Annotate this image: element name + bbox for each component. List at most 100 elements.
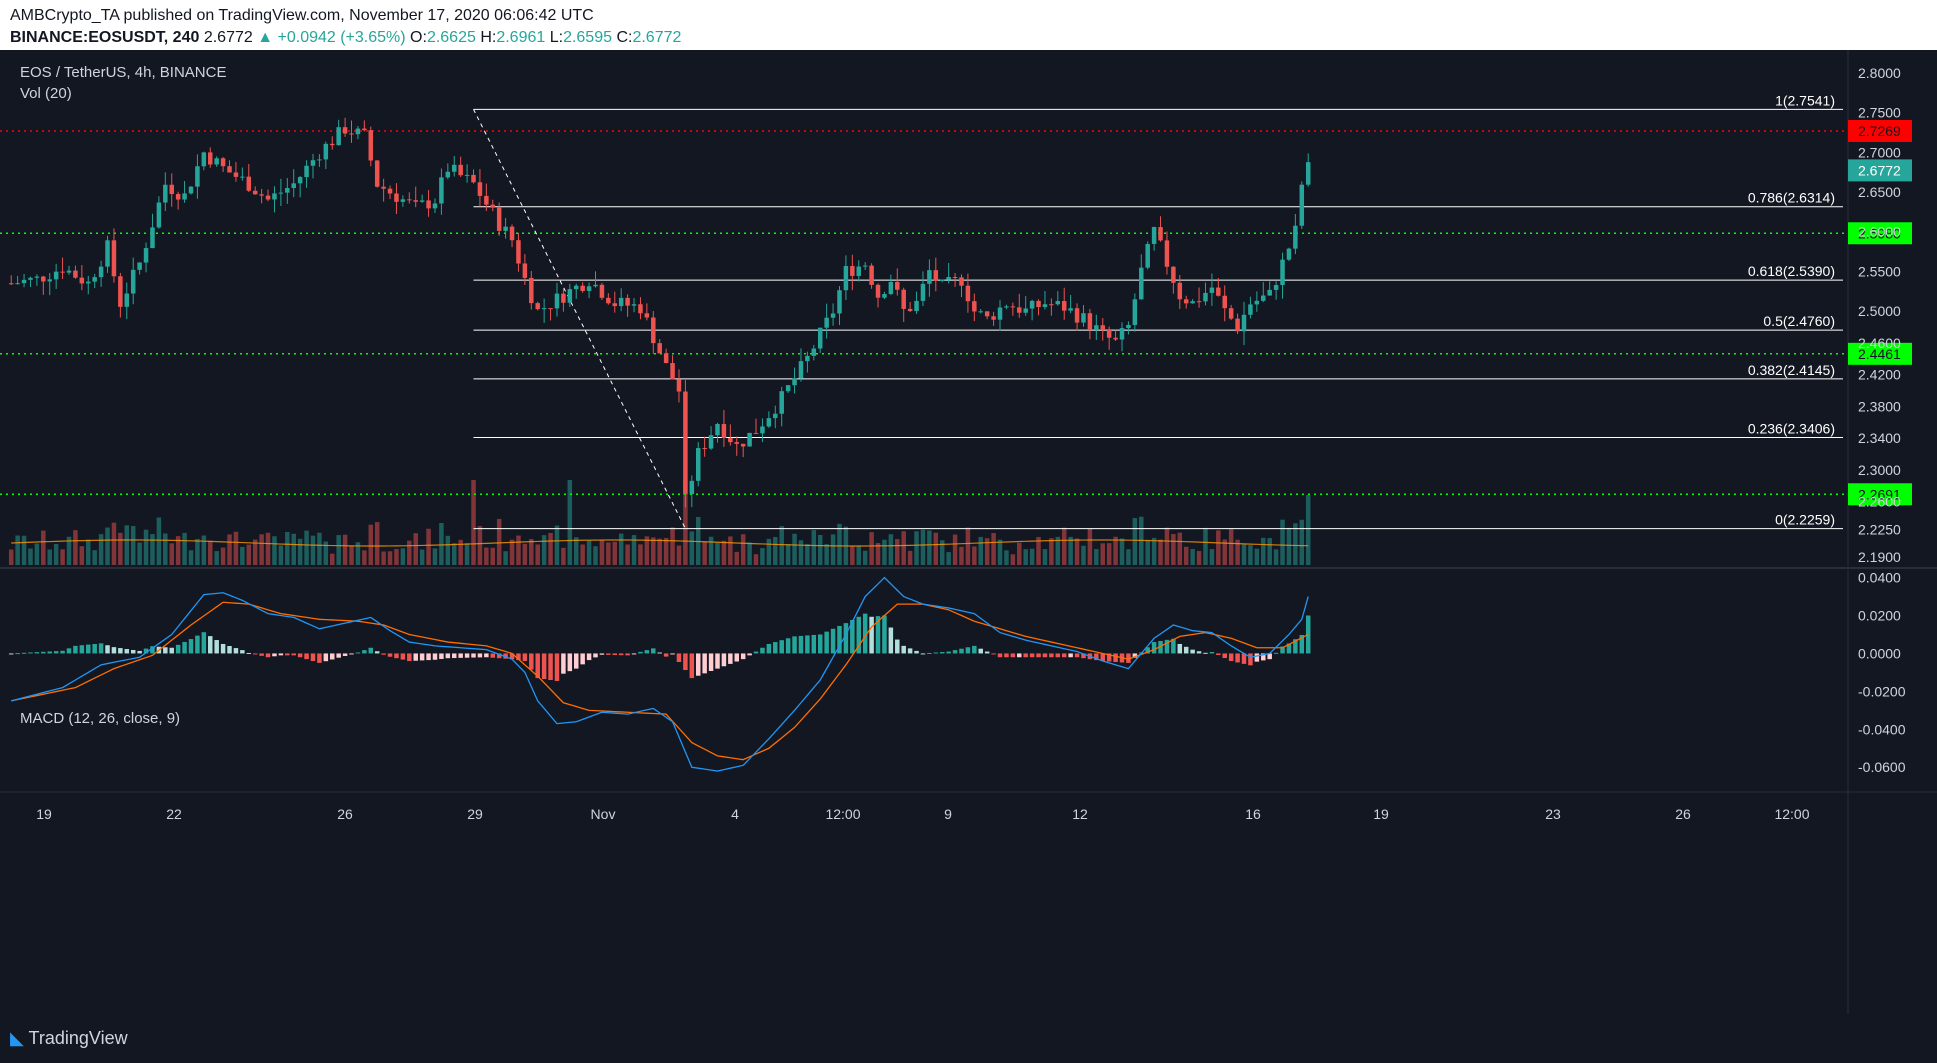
candle-body (567, 289, 573, 303)
chart-canvas[interactable]: 2.7269 2.5980 2.4461 2.2691 2.6772 1(2.7541)… (0, 50, 1937, 1014)
volume-bar (689, 531, 695, 565)
price-tick-label: 2.1900 (1858, 549, 1901, 565)
volume-bar (965, 527, 971, 565)
candle-body (169, 184, 174, 194)
macd-histogram-bar (1017, 653, 1022, 658)
candle-body (21, 279, 27, 284)
macd-histogram-bar (933, 652, 939, 654)
candle-body (34, 276, 40, 278)
macd-histogram-bar (625, 653, 630, 656)
volume-bar (573, 537, 579, 565)
candle-body (972, 301, 977, 312)
candle-body (1055, 301, 1061, 305)
macd-histogram-bar (1029, 653, 1035, 658)
candle-body (1286, 248, 1292, 260)
volume-bar (567, 480, 573, 565)
macd-histogram-bar (978, 648, 983, 654)
macd-histogram-bar (413, 653, 418, 661)
macd-histogram-bar (920, 653, 926, 655)
volume-bar (978, 536, 983, 565)
candle-body (1267, 289, 1272, 296)
candle-body (304, 165, 309, 178)
volume-bar (663, 537, 669, 565)
volume-bar (830, 534, 836, 565)
candle-body (586, 286, 592, 291)
macd-histogram-bar (740, 653, 746, 660)
volume-bar (490, 547, 496, 565)
time-tick-label: 29 (467, 806, 483, 822)
volume-bar (599, 539, 605, 565)
volume-bar (1267, 538, 1272, 565)
time-tick-label: 19 (1373, 806, 1389, 822)
macd-histogram-bar (567, 653, 573, 672)
candle-body (1209, 287, 1215, 293)
candle-body (1029, 300, 1035, 309)
macd-histogram-bar (227, 646, 232, 654)
candle-body (541, 308, 547, 310)
macd-histogram-bar (927, 652, 932, 654)
macd-histogram-bar (368, 647, 374, 654)
volume-bar (895, 539, 900, 565)
candle-body (657, 343, 662, 354)
volume-bar (98, 534, 104, 565)
candle-body (920, 283, 926, 301)
candle-body (747, 432, 752, 447)
candle-body (676, 379, 682, 392)
macd-histogram-bar (1055, 653, 1061, 658)
macd-histogram-bar (651, 648, 656, 654)
volume-bar (638, 544, 643, 565)
candle-body (407, 199, 412, 201)
volume-bar (8, 549, 14, 565)
volume-bar (400, 548, 406, 565)
grid (0, 50, 1937, 1014)
candle-body (631, 304, 637, 306)
macd-histogram-bar (233, 648, 239, 654)
macd-histogram-bar (28, 652, 33, 654)
open-value: 2.6625 (426, 29, 476, 46)
volume-bar (1036, 537, 1041, 565)
macd-histogram-bar (426, 653, 431, 661)
candle-body (1017, 307, 1022, 313)
price-tick-label: 2.3400 (1858, 430, 1901, 446)
volume-bar (1004, 550, 1009, 565)
candle-body (625, 297, 630, 306)
candle-body (79, 277, 85, 284)
macd-histogram-bar (824, 631, 829, 654)
volume-bar (1100, 543, 1105, 565)
volume-bar (952, 534, 958, 565)
macd-histogram-bar (811, 634, 817, 654)
volume-bar (927, 530, 932, 565)
volume-bar (1106, 543, 1112, 565)
volume-bar (336, 535, 341, 565)
volume-bar (1023, 549, 1028, 565)
candle-body (1087, 313, 1093, 330)
high-value: 2.6961 (496, 29, 546, 46)
volume-bar (458, 539, 463, 565)
macd-histogram-bar (702, 653, 707, 674)
candle-body (850, 266, 855, 276)
price-tick-label: 2.7500 (1858, 105, 1901, 121)
volume-bar (734, 551, 740, 565)
macd-histogram-bar (1010, 653, 1016, 658)
candle-body (593, 284, 598, 287)
volume-bar (740, 534, 746, 565)
candle-body (1068, 308, 1073, 311)
macd-histogram-bar (984, 651, 990, 654)
macd-histogram-bar (439, 653, 444, 659)
candle-body (862, 265, 868, 267)
volume-bar (586, 540, 592, 565)
volume-bar (28, 548, 33, 565)
candle-body (1171, 266, 1176, 283)
macd-histogram-bar (130, 649, 136, 654)
candle-body (1254, 300, 1260, 305)
macd-histogram-bar (342, 653, 348, 656)
candle-body (824, 317, 829, 328)
volume-bar (323, 541, 329, 565)
volume-bar (766, 538, 772, 565)
volume-bar (1248, 545, 1253, 565)
tradingview-logo[interactable]: ◣ TradingView (10, 1028, 128, 1049)
volume-bar (111, 522, 117, 565)
macd-histogram-bar (41, 651, 46, 654)
candle-body (15, 283, 20, 285)
volume-bar (721, 540, 727, 565)
